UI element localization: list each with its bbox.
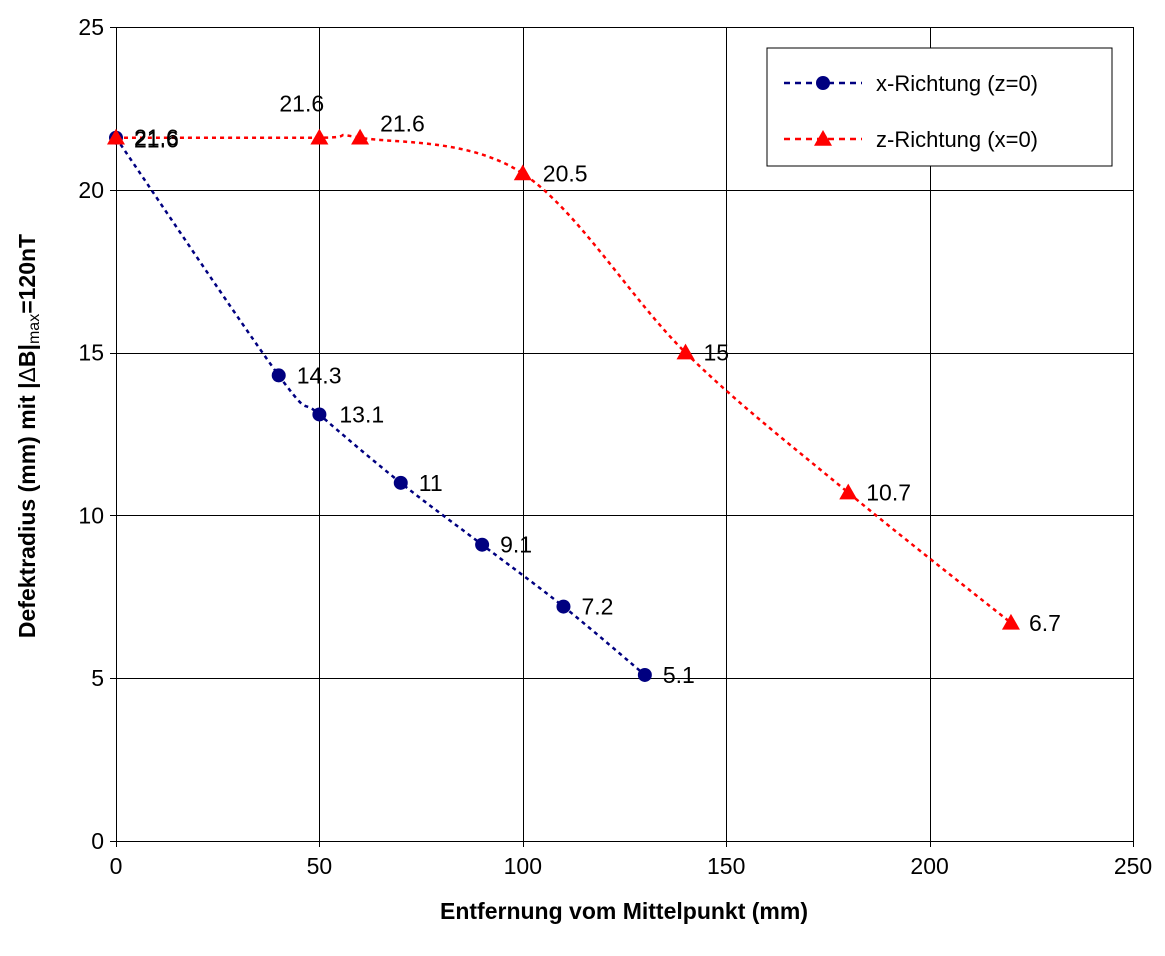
data-label: 13.1 bbox=[339, 401, 384, 427]
y-tick-label: 25 bbox=[78, 14, 104, 40]
series-z-richtung bbox=[107, 128, 1020, 630]
y-tick-label: 5 bbox=[91, 665, 104, 691]
y-axis-title: Defektradius (mm) mit |ΔB|max=120nT bbox=[14, 234, 43, 638]
y-axis-title-subscript: max bbox=[26, 314, 43, 344]
data-point-triangle bbox=[839, 483, 858, 500]
data-point-circle bbox=[637, 667, 652, 682]
data-label: 21.6 bbox=[134, 127, 179, 153]
data-point-triangle bbox=[1001, 613, 1020, 630]
x-tick-label: 150 bbox=[707, 853, 745, 879]
data-point-triangle bbox=[513, 164, 532, 181]
legend-box bbox=[766, 47, 1113, 167]
data-label: 15 bbox=[704, 340, 730, 366]
data-point-circle bbox=[312, 407, 327, 422]
data-point-triangle bbox=[676, 343, 695, 360]
data-labels: 21.614.313.1119.17.25.121.621.621.620.51… bbox=[134, 91, 1061, 688]
x-axis-title: Entfernung vom Mittelpunkt (mm) bbox=[440, 898, 808, 924]
series-x-richtung bbox=[109, 130, 652, 682]
data-point-circle bbox=[271, 368, 286, 383]
y-axis-title-end: =120nT bbox=[14, 234, 40, 314]
legend-label: x-Richtung (z=0) bbox=[876, 71, 1038, 96]
x-tick-label: 250 bbox=[1114, 853, 1152, 879]
data-label: 21.6 bbox=[134, 125, 179, 151]
legend-item: x-Richtung (z=0) bbox=[784, 71, 1038, 96]
data-label: 20.5 bbox=[543, 161, 588, 187]
legend-circle-marker bbox=[816, 76, 830, 90]
data-point-triangle bbox=[310, 128, 329, 145]
series-layer bbox=[107, 128, 1020, 682]
data-label: 21.6 bbox=[380, 111, 425, 137]
grid bbox=[116, 27, 1134, 842]
y-axis-title-main: Defektradius (mm) mit | bbox=[14, 382, 40, 638]
y-tick-label: 15 bbox=[78, 340, 104, 366]
data-label: 5.1 bbox=[663, 662, 695, 688]
y-tick-label: 10 bbox=[78, 502, 104, 528]
data-label: 21.6 bbox=[279, 91, 324, 117]
plot-area-border bbox=[116, 27, 1134, 842]
x-tick-label: 50 bbox=[307, 853, 333, 879]
data-label: 6.7 bbox=[1029, 610, 1061, 636]
data-label: 14.3 bbox=[297, 362, 342, 388]
data-label: 9.1 bbox=[500, 532, 532, 558]
y-axis-title-delta: Δ bbox=[14, 367, 40, 382]
y-axis-title-after-delta: B| bbox=[14, 344, 40, 367]
data-label: 10.7 bbox=[866, 480, 911, 506]
axes: 0 50 100 150 200 250 0 5 10 15 20 25 bbox=[78, 14, 1152, 879]
legend-items: x-Richtung (z=0) z-Richtung (x=0) bbox=[784, 71, 1038, 152]
data-label: 7.2 bbox=[581, 594, 613, 620]
x-tick-label: 200 bbox=[910, 853, 948, 879]
y-tick-label: 20 bbox=[78, 177, 104, 203]
legend: x-Richtung (z=0) z-Richtung (x=0) bbox=[766, 47, 1113, 167]
data-point-circle bbox=[393, 475, 408, 490]
legend-label: z-Richtung (x=0) bbox=[876, 127, 1038, 152]
data-point-triangle bbox=[107, 128, 125, 145]
legend-triangle-marker bbox=[814, 130, 832, 146]
x-tick-label: 100 bbox=[504, 853, 542, 879]
data-label: 11 bbox=[419, 470, 443, 496]
y-tick-label: 0 bbox=[91, 828, 104, 854]
data-point-triangle bbox=[351, 128, 370, 145]
data-point-circle bbox=[556, 599, 571, 614]
legend-item: z-Richtung (x=0) bbox=[784, 127, 1038, 152]
data-point-circle bbox=[475, 537, 490, 552]
x-tick-label: 0 bbox=[110, 853, 123, 879]
